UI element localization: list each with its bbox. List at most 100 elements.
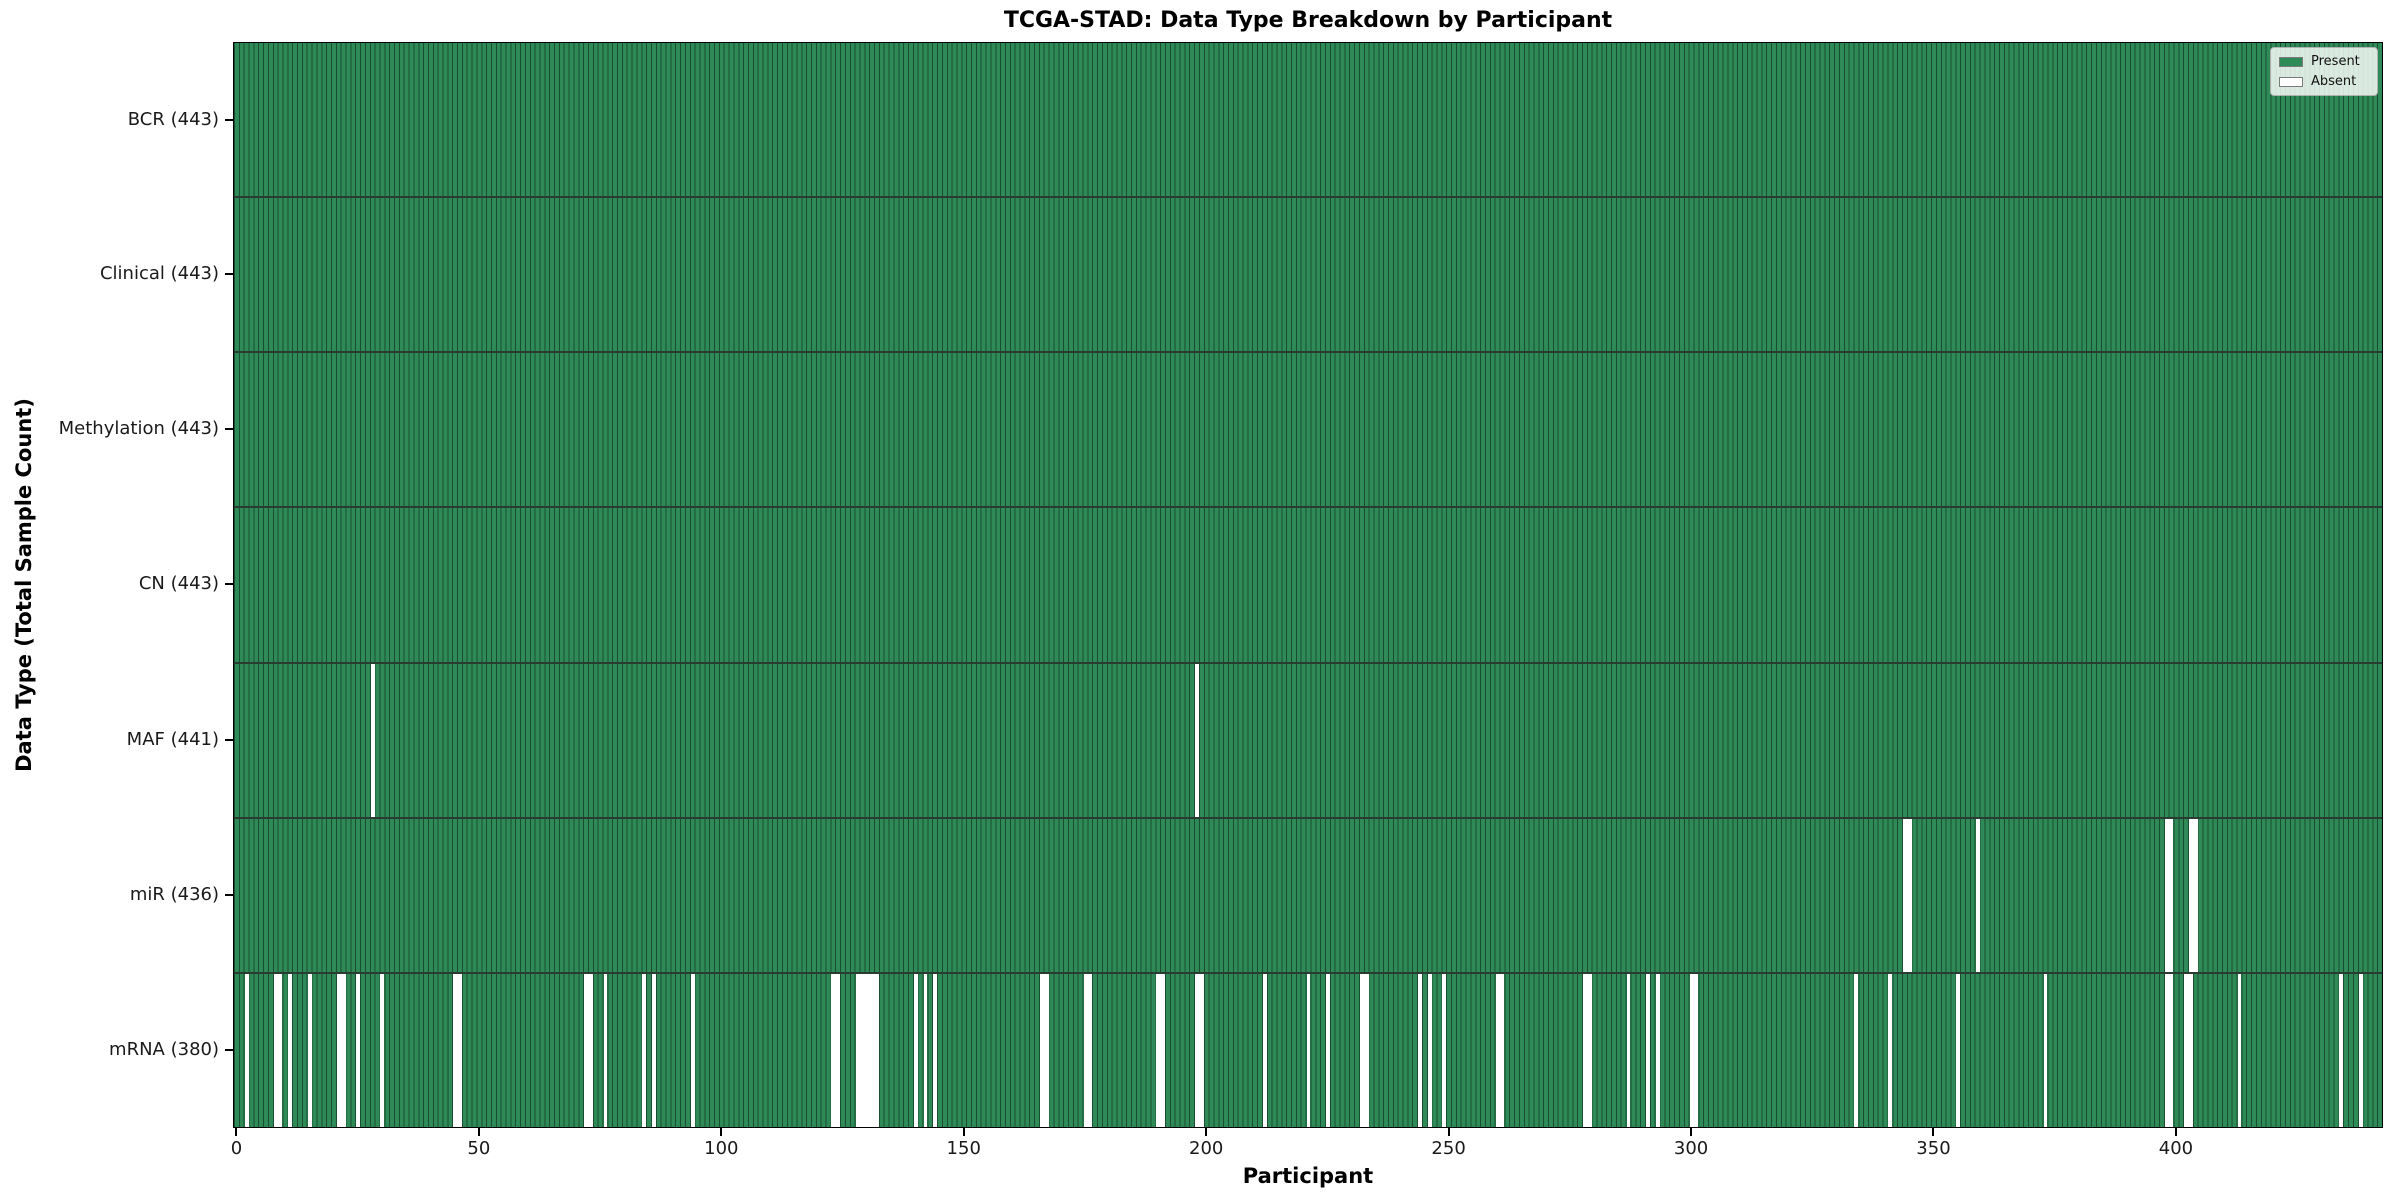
absent-gap [2358,973,2363,1127]
row-fill-bcr [234,43,2382,197]
absent-gap [855,973,879,1127]
legend-item-absent: Absent [2279,74,2369,89]
row-methylation [234,351,2382,507]
absent-gap [244,973,249,1127]
row-fill-maf [234,663,2382,817]
row-fill-methylation [234,353,2382,507]
x-tick-mark [720,1128,723,1136]
absent-gap [2237,973,2242,1127]
x-tick-label-150: 150 [946,1138,981,1159]
row-fill-mir [234,818,2382,972]
absent-gap [1902,818,1912,972]
absent-gap [1262,973,1267,1127]
absent-gap [453,973,462,1127]
absent-gap [2339,973,2344,1127]
absent-gap [2164,973,2174,1127]
absent-gap [584,973,593,1127]
absent-gap [642,973,647,1127]
legend: Present Absent [2270,47,2378,96]
absent-gap [2043,973,2048,1127]
absent-gap [603,973,608,1127]
y-tick-mark [225,738,233,741]
y-tick-label-maf: MAF (441) [126,728,219,750]
row-cn [234,506,2382,662]
row-mrna [234,971,2382,1127]
y-tick-mark [225,427,233,430]
x-tick-label-0: 0 [230,1138,243,1159]
absent-gap [1956,973,1961,1127]
legend-swatch-absent [2279,76,2303,87]
y-tick-label-mrna: mRNA (380) [109,1038,219,1060]
absent-gap [1495,973,1505,1127]
x-tick-label-250: 250 [1431,1138,1466,1159]
x-tick-mark [1690,1128,1693,1136]
absent-gap [1975,818,1980,972]
x-tick-label-200: 200 [1188,1138,1224,1159]
plot-area [233,42,2383,1128]
absent-gap [1645,973,1650,1127]
absent-gap [273,973,283,1127]
x-tick-mark [1205,1128,1208,1136]
legend-label-present: Present [2311,54,2360,69]
absent-gap [356,973,361,1127]
row-clinical [234,196,2382,352]
absent-gap [1854,973,1859,1127]
x-tick-label-50: 50 [467,1138,491,1159]
x-axis-title: Participant [1242,1164,1374,1188]
y-tick-mark [225,272,233,275]
absent-gap [913,973,918,1127]
row-maf [234,661,2382,817]
absent-gap [1306,973,1311,1127]
y-tick-label-clinical: Clinical (443) [99,262,219,284]
x-tick-mark [1932,1128,1935,1136]
x-tick-mark [1447,1128,1450,1136]
absent-gap [380,973,385,1127]
absent-gap [307,973,312,1127]
absent-gap [1359,973,1369,1127]
x-tick-label-300: 300 [1673,1138,1709,1159]
row-mir [234,816,2382,972]
absent-gap [2189,818,2198,972]
absent-gap [1626,973,1631,1127]
absent-gap [831,973,841,1127]
row-fill-clinical [234,198,2382,352]
y-tick-mark [225,1048,233,1051]
absent-gap [1418,973,1422,1127]
y-tick-mark [225,893,233,896]
absent-gap [933,973,938,1127]
absent-gap [336,973,346,1127]
y-tick-label-cn: CN (443) [138,572,219,594]
absent-gap [1582,973,1592,1127]
y-tick-label-mir: miR (436) [129,883,219,905]
absent-gap [1039,973,1049,1127]
x-tick-label-350: 350 [1916,1138,1951,1159]
legend-swatch-present [2279,56,2303,67]
row-bcr [234,43,2382,197]
absent-gap [288,973,293,1127]
absent-gap [1083,973,1093,1127]
y-tick-label-methylation: Methylation (443) [58,417,219,439]
absent-gap [1442,973,1447,1127]
y-tick-mark [225,118,233,121]
absent-gap [1888,973,1893,1127]
chart-title: TCGA-STAD: Data Type Breakdown by Partic… [1003,8,1613,33]
x-tick-label-100: 100 [704,1138,739,1159]
x-tick-mark [477,1128,480,1136]
row-fill-cn [234,508,2382,662]
absent-gap [2184,973,2193,1127]
absent-gap [923,973,928,1127]
y-tick-mark [225,582,233,585]
legend-label-absent: Absent [2311,74,2357,89]
absent-gap [1156,973,1165,1127]
x-tick-mark [235,1128,238,1136]
absent-gap [1195,973,1204,1127]
absent-gap [1195,663,1199,817]
absent-gap [1427,973,1432,1127]
y-tick-label-bcr: BCR (443) [127,108,219,130]
legend-item-present: Present [2279,54,2369,69]
y-axis-title: Data Type (Total Sample Count) [12,398,36,772]
x-tick-label-400: 400 [2158,1138,2194,1159]
x-tick-mark [2174,1128,2177,1136]
x-tick-mark [962,1128,965,1136]
absent-gap [1655,973,1660,1127]
